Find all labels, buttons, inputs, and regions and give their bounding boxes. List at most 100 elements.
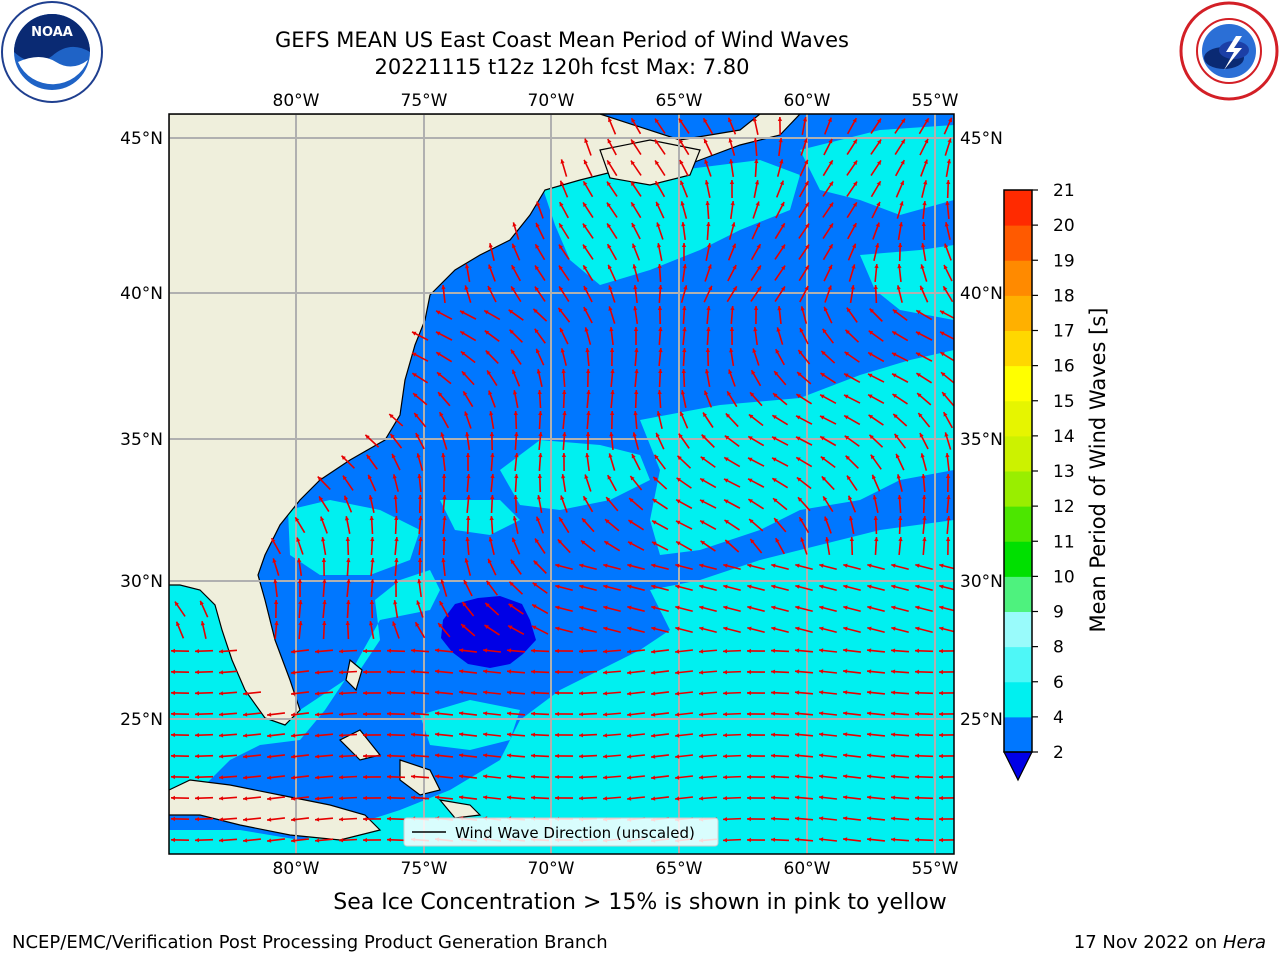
legend-label: Wind Wave Direction (unscaled) — [455, 824, 695, 842]
colorbar-tick-label: 13 — [1053, 462, 1075, 482]
wave-arrow-head — [465, 537, 470, 542]
wave-arrow-head — [555, 648, 559, 654]
wave-arrow-head — [723, 605, 728, 610]
wave-arrow-head — [868, 394, 873, 399]
colorbar-segment — [1004, 400, 1032, 437]
wave-arrow-head — [699, 499, 705, 504]
wave-arrow-head — [583, 265, 588, 270]
wave-arrow-head — [462, 601, 467, 607]
wave-arrow-head — [439, 601, 444, 606]
wave-arrow-head — [923, 180, 928, 185]
wave-arrow-head — [561, 453, 567, 457]
wave-arrow-head — [195, 690, 200, 696]
wave-arrow-head — [586, 411, 591, 416]
wave-arrow-head — [346, 579, 351, 584]
wave-arrow-head — [772, 415, 777, 420]
wave-arrow-head — [819, 732, 824, 737]
wave-arrow-head — [747, 605, 752, 610]
wave-arrow-head — [531, 625, 537, 630]
wave-arrow-head — [411, 669, 416, 674]
wave-arrow-head — [363, 711, 367, 717]
wave-arrow-head — [417, 558, 423, 562]
wave-arrow-head — [511, 286, 516, 291]
wave-arrow-head — [533, 308, 538, 314]
wave-arrow-head — [630, 160, 635, 166]
wave-arrow-head — [706, 243, 712, 248]
wave-arrow-head — [897, 243, 903, 248]
wave-arrow-head — [465, 432, 470, 437]
wave-arrow-head — [924, 118, 929, 123]
wave-arrow-head — [438, 623, 443, 628]
wave-arrow-head — [171, 711, 175, 717]
lon-label-top: 80°W — [273, 91, 320, 111]
wave-arrow-head — [534, 328, 539, 334]
wave-arrow-head — [440, 432, 445, 437]
wave-arrow-head — [891, 795, 896, 800]
wave-arrow-head — [795, 584, 800, 589]
wave-arrow-head — [411, 690, 416, 695]
colorbar-tick-label: 19 — [1053, 251, 1075, 271]
wave-arrow-head — [675, 712, 680, 717]
wave-arrow-head — [463, 391, 468, 396]
wave-arrow-head — [606, 181, 611, 187]
wave-arrow-head — [534, 286, 539, 292]
wave-arrow-head — [489, 411, 494, 416]
wave-arrow-head — [795, 711, 800, 716]
wave-arrow-head — [273, 579, 278, 584]
wave-arrow-head — [416, 600, 421, 605]
wave-arrow-head — [603, 712, 608, 717]
lon-label-bottom: 75°W — [401, 859, 448, 879]
wave-arrow-head — [658, 327, 663, 332]
wave-arrow-head — [892, 309, 898, 314]
wave-arrow-head — [681, 222, 686, 227]
colorbar-segment — [1004, 295, 1032, 331]
wave-arrow-head — [627, 775, 632, 780]
wave-arrow-head — [363, 690, 367, 696]
wave-arrow-head — [853, 160, 858, 166]
wave-arrow-head — [512, 222, 517, 227]
wave-arrow-head — [465, 264, 470, 269]
wave-arrow-head — [561, 474, 566, 479]
wave-arrow-head — [387, 711, 392, 716]
wave-arrow-head — [723, 754, 728, 759]
wave-arrow-head — [442, 516, 447, 521]
colorbar-tick-label: 14 — [1053, 427, 1075, 447]
wave-arrow-head — [752, 348, 757, 353]
wave-arrow-head — [507, 690, 512, 695]
wave-arrow-head — [699, 626, 704, 631]
wave-arrow-head — [171, 795, 175, 801]
wave-arrow-head — [607, 244, 612, 249]
wave-arrow-head — [915, 753, 920, 758]
wave-arrow-head — [778, 138, 783, 143]
wave-arrow-head — [939, 711, 943, 717]
wave-arrow-head — [418, 537, 423, 542]
wave-arrow-head — [339, 733, 344, 738]
wave-arrow-head — [607, 223, 612, 228]
wave-arrow-head — [872, 495, 878, 500]
wave-arrow-head — [870, 454, 875, 460]
wave-arrow-head — [874, 537, 879, 542]
lon-label-top: 75°W — [401, 91, 448, 111]
wave-arrow-head — [819, 563, 824, 568]
wave-arrow-head — [632, 264, 637, 269]
wave-arrow-head — [699, 796, 704, 801]
wave-arrow-head — [368, 495, 373, 500]
wave-arrow-head — [436, 372, 442, 377]
wave-arrow-head — [781, 244, 785, 249]
wave-arrow-head — [339, 838, 344, 843]
wave-arrow-head — [651, 796, 656, 801]
wave-arrow-head — [627, 670, 632, 675]
lat-label-right: 30°N — [960, 572, 1003, 592]
colorbar-tick-label: 18 — [1053, 286, 1075, 306]
wave-arrow-head — [771, 605, 776, 610]
wave-arrow-head — [876, 160, 881, 165]
land-mass — [169, 114, 801, 726]
wave-arrow-head — [608, 453, 613, 458]
wave-arrow-head — [507, 648, 512, 653]
wave-arrow-head — [532, 604, 537, 609]
wave-arrow-head — [923, 159, 928, 165]
wave-arrow-head — [195, 837, 200, 843]
wave-arrow-head — [370, 558, 375, 563]
wave-arrow-head — [387, 837, 392, 842]
